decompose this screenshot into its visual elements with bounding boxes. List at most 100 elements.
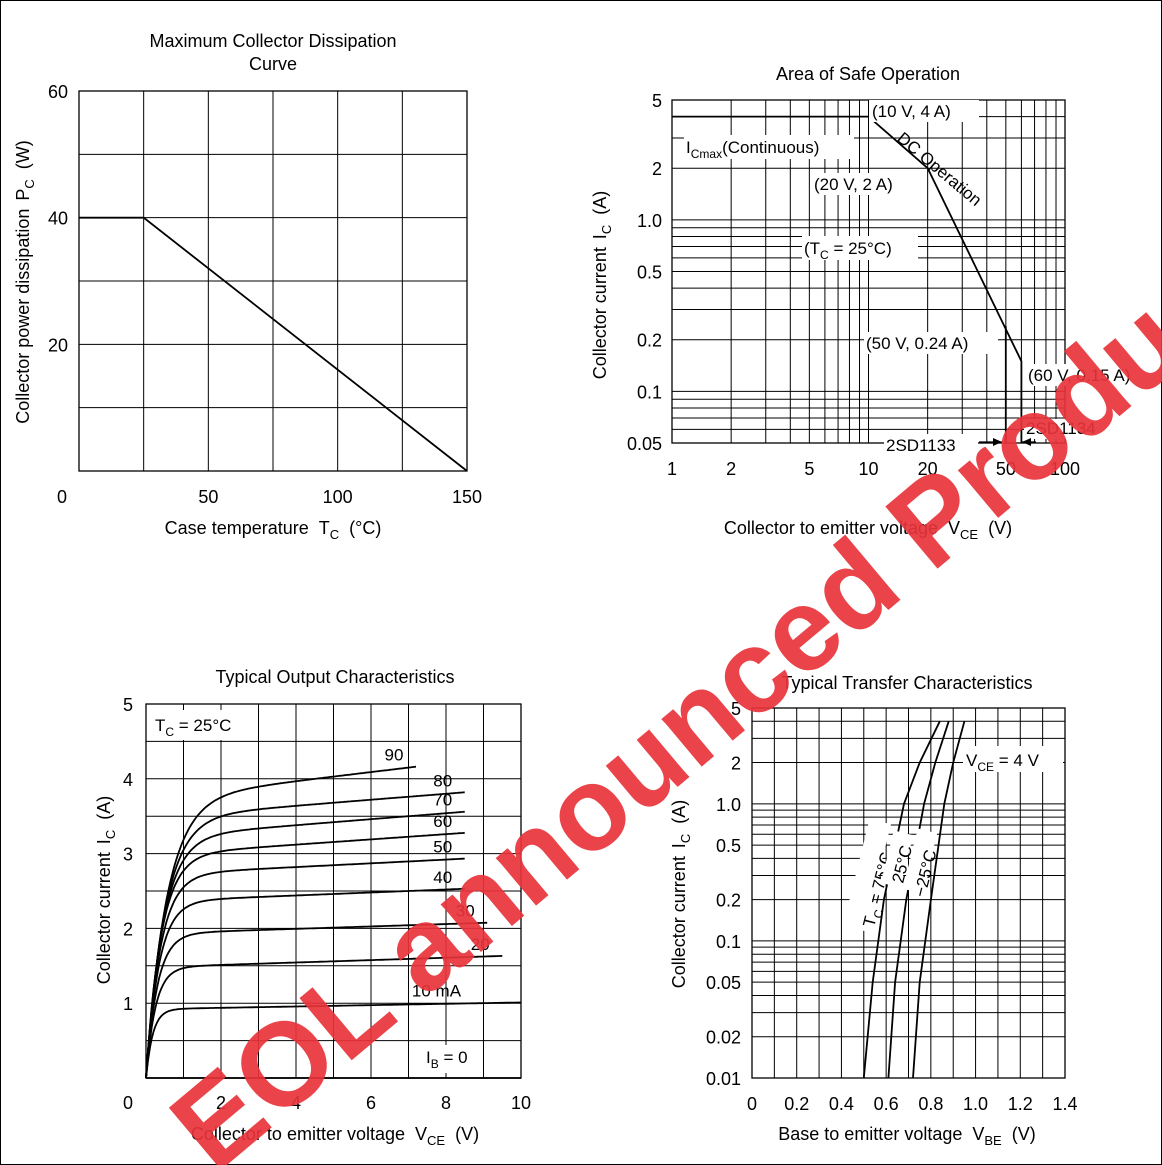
transfer-vce-label: VCE = 4 V [966, 751, 1040, 774]
output-curve [145, 1001, 521, 1079]
output-curve [145, 765, 417, 1079]
transfer-chart: 0 0.2 0.4 0.6 0.8 1.0 1.2 1.4 0.01 0.02 0.05 0.1 0.2… [669, 673, 1078, 1148]
aso-title: Area of Safe Operation [776, 64, 960, 84]
aso-label-bg [684, 135, 854, 159]
dissipation-grid: 0 50 100 150 20 40 60 [48, 82, 482, 507]
output-label-bg [151, 710, 257, 740]
output-curve [145, 887, 465, 1079]
x-tick-label: 10 [858, 459, 878, 479]
x-tick-label: 50 [198, 487, 218, 507]
x-tick-label: 0 [747, 1094, 757, 1114]
transfer-x-axis-label: Base to emitter voltage VBE (V) [778, 1124, 1035, 1148]
x-tick-label: 6 [366, 1093, 376, 1113]
output-x-axis-label: Collector to emitter voltage VCE (V) [191, 1124, 479, 1148]
aso-label-bg [884, 434, 978, 456]
aso-2sd1133-label: 2SD1133 [886, 436, 956, 455]
output-curve [145, 921, 488, 1079]
dissipation-curve [79, 216, 468, 472]
output-curve-label: 80 [433, 771, 452, 790]
y-tick-label: 5 [731, 699, 741, 719]
y-tick-label: 0.5 [637, 263, 662, 283]
x-tick-label: 20 [918, 459, 938, 479]
dissipation-title-line1: Maximum Collector Dissipation [149, 31, 396, 51]
y-tick-label: 0.02 [706, 1028, 741, 1048]
output-curve [145, 831, 465, 1079]
aso-y-axis-label: Collector currentIC(A) [590, 191, 614, 379]
y-tick-label: 5 [652, 91, 662, 111]
y-tick-label: 2 [652, 159, 662, 179]
x-tick-label: 0.2 [784, 1094, 809, 1114]
output-curve [145, 791, 465, 1079]
y-tick-label: 2 [123, 919, 133, 939]
aso-x-axis-label: Collector to emitter voltage VCE (V) [724, 518, 1012, 542]
aso-2sd1133-arrowhead [993, 438, 1002, 446]
y-tick-label: 1 [123, 994, 133, 1014]
x-tick-label: 10 [511, 1093, 531, 1113]
y-tick-label: 0.5 [716, 836, 741, 856]
x-tick-label: 1.0 [963, 1094, 988, 1114]
aso-label-bg [1026, 364, 1160, 386]
plot-frame [671, 99, 1066, 444]
y-tick-label: 4 [123, 770, 133, 790]
aso-tc-label: (TC = 25°C) [804, 239, 892, 262]
y-tick-label: 0.05 [627, 434, 662, 454]
dissipation-y-axis-label: Collector power dissipationPC(W) [13, 140, 37, 424]
aso-label-bg [1024, 419, 1118, 439]
aso-boundary-2sd1134 [672, 115, 1023, 443]
plot-frame [751, 707, 1066, 1079]
transfer-y-axis-label: Collector currentIC(A) [669, 800, 693, 988]
transfer-label-bg [843, 818, 891, 932]
y-tick-label: 0.1 [637, 382, 662, 402]
aso-2sd1134-arrowhead [1022, 438, 1031, 446]
y-tick-label: 3 [123, 845, 133, 865]
x-tick-label: 0.4 [829, 1094, 854, 1114]
y-tick-label: 20 [48, 335, 68, 355]
x-tick-label: 150 [452, 487, 482, 507]
y-tick-label: 0.1 [716, 932, 741, 952]
output-curve-label: 60 [433, 812, 452, 831]
x-tick-label: 100 [323, 487, 353, 507]
aso-dc-operation-label: DC Operation [893, 129, 985, 210]
output-y-axis-label: Collector currentIC(A) [94, 796, 118, 984]
output-curve-label: 90 [385, 746, 404, 765]
output-curve [145, 810, 465, 1079]
output-curve-label: 70 [433, 791, 452, 810]
aso-point-50v-024a: (50 V, 0.24 A) [866, 334, 968, 353]
output-title: Typical Output Characteristics [215, 667, 454, 687]
x-tick-label: 2 [216, 1093, 226, 1113]
x-tick-label: 1 [667, 459, 677, 479]
output-curve-label: 10 mA [412, 981, 462, 1000]
output-curve-label: 20 [471, 935, 490, 954]
aso-chart: 1 2 5 10 20 50 100 0.05 0.1 0.2 0.5 1.0 2 5 Area of S… [590, 64, 1160, 542]
aso-label-bg [802, 236, 918, 260]
aso-label-bg [869, 100, 979, 122]
output-tc-label: TC = 25°C [155, 716, 231, 739]
dissipation-title-line2: Curve [249, 54, 297, 74]
dissipation-chart: 0 50 100 150 20 40 60 Maximum Collector Dissip… [13, 31, 482, 542]
x-tick-label: 1.2 [1008, 1094, 1033, 1114]
aso-point-60v-015a: (60 V, 0.15 A) [1028, 366, 1130, 385]
y-tick-label: 40 [48, 209, 68, 229]
aso-2sd1134-label: 2SD1134 [1026, 419, 1096, 438]
output-curve-label: 50 [433, 838, 452, 857]
plot-frame [78, 90, 468, 472]
output-curve-label: 40 [433, 868, 452, 887]
x-tick-label: 4 [291, 1093, 301, 1113]
y-tick-label: 0.2 [637, 331, 662, 351]
y-tick-label: 1.0 [637, 211, 662, 231]
y-tick-label: 1.0 [716, 795, 741, 815]
y-tick-label: 60 [48, 82, 68, 102]
dissipation-x-axis-label: Case temperature TC (°C) [165, 518, 382, 542]
x-tick-label: 0.8 [918, 1094, 943, 1114]
transfer-curve [912, 721, 966, 1079]
aso-point-20v-2a: (20 V, 2 A) [814, 175, 893, 194]
x-tick-label: 0 [57, 487, 67, 507]
x-tick-label: 8 [441, 1093, 451, 1113]
output-curve-label: 30 [456, 902, 475, 921]
output-curve [145, 955, 503, 1079]
aso-point-10v-4a: (10 V, 4 A) [872, 102, 951, 121]
aso-icmax-label: ICmax(Continuous) [686, 138, 819, 161]
transfer-label-bg [902, 828, 938, 894]
